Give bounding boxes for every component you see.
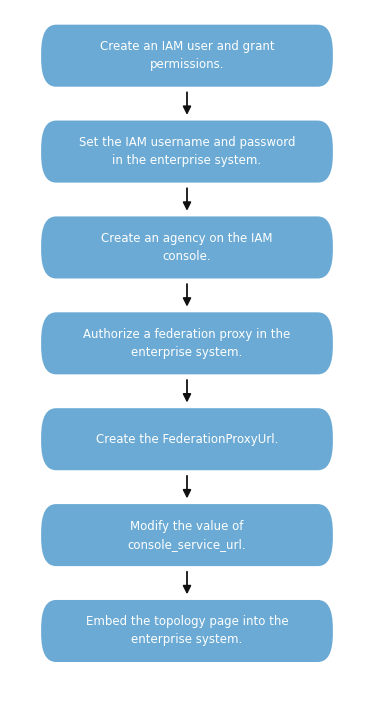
- Text: Embed the topology page into the
enterprise system.: Embed the topology page into the enterpr…: [86, 615, 288, 646]
- FancyBboxPatch shape: [41, 600, 333, 662]
- FancyBboxPatch shape: [41, 408, 333, 470]
- Text: Set the IAM username and password
in the enterprise system.: Set the IAM username and password in the…: [79, 136, 295, 167]
- Text: Create an IAM user and grant
permissions.: Create an IAM user and grant permissions…: [100, 40, 274, 71]
- FancyBboxPatch shape: [41, 25, 333, 87]
- FancyBboxPatch shape: [41, 504, 333, 566]
- Text: Authorize a federation proxy in the
enterprise system.: Authorize a federation proxy in the ente…: [83, 328, 291, 359]
- FancyBboxPatch shape: [41, 121, 333, 183]
- Text: Create an agency on the IAM
console.: Create an agency on the IAM console.: [101, 232, 273, 263]
- Text: Create the FederationProxyUrl.: Create the FederationProxyUrl.: [96, 433, 278, 446]
- FancyBboxPatch shape: [41, 216, 333, 278]
- Text: Modify the value of
console_service_url.: Modify the value of console_service_url.: [128, 520, 246, 551]
- FancyBboxPatch shape: [41, 312, 333, 374]
